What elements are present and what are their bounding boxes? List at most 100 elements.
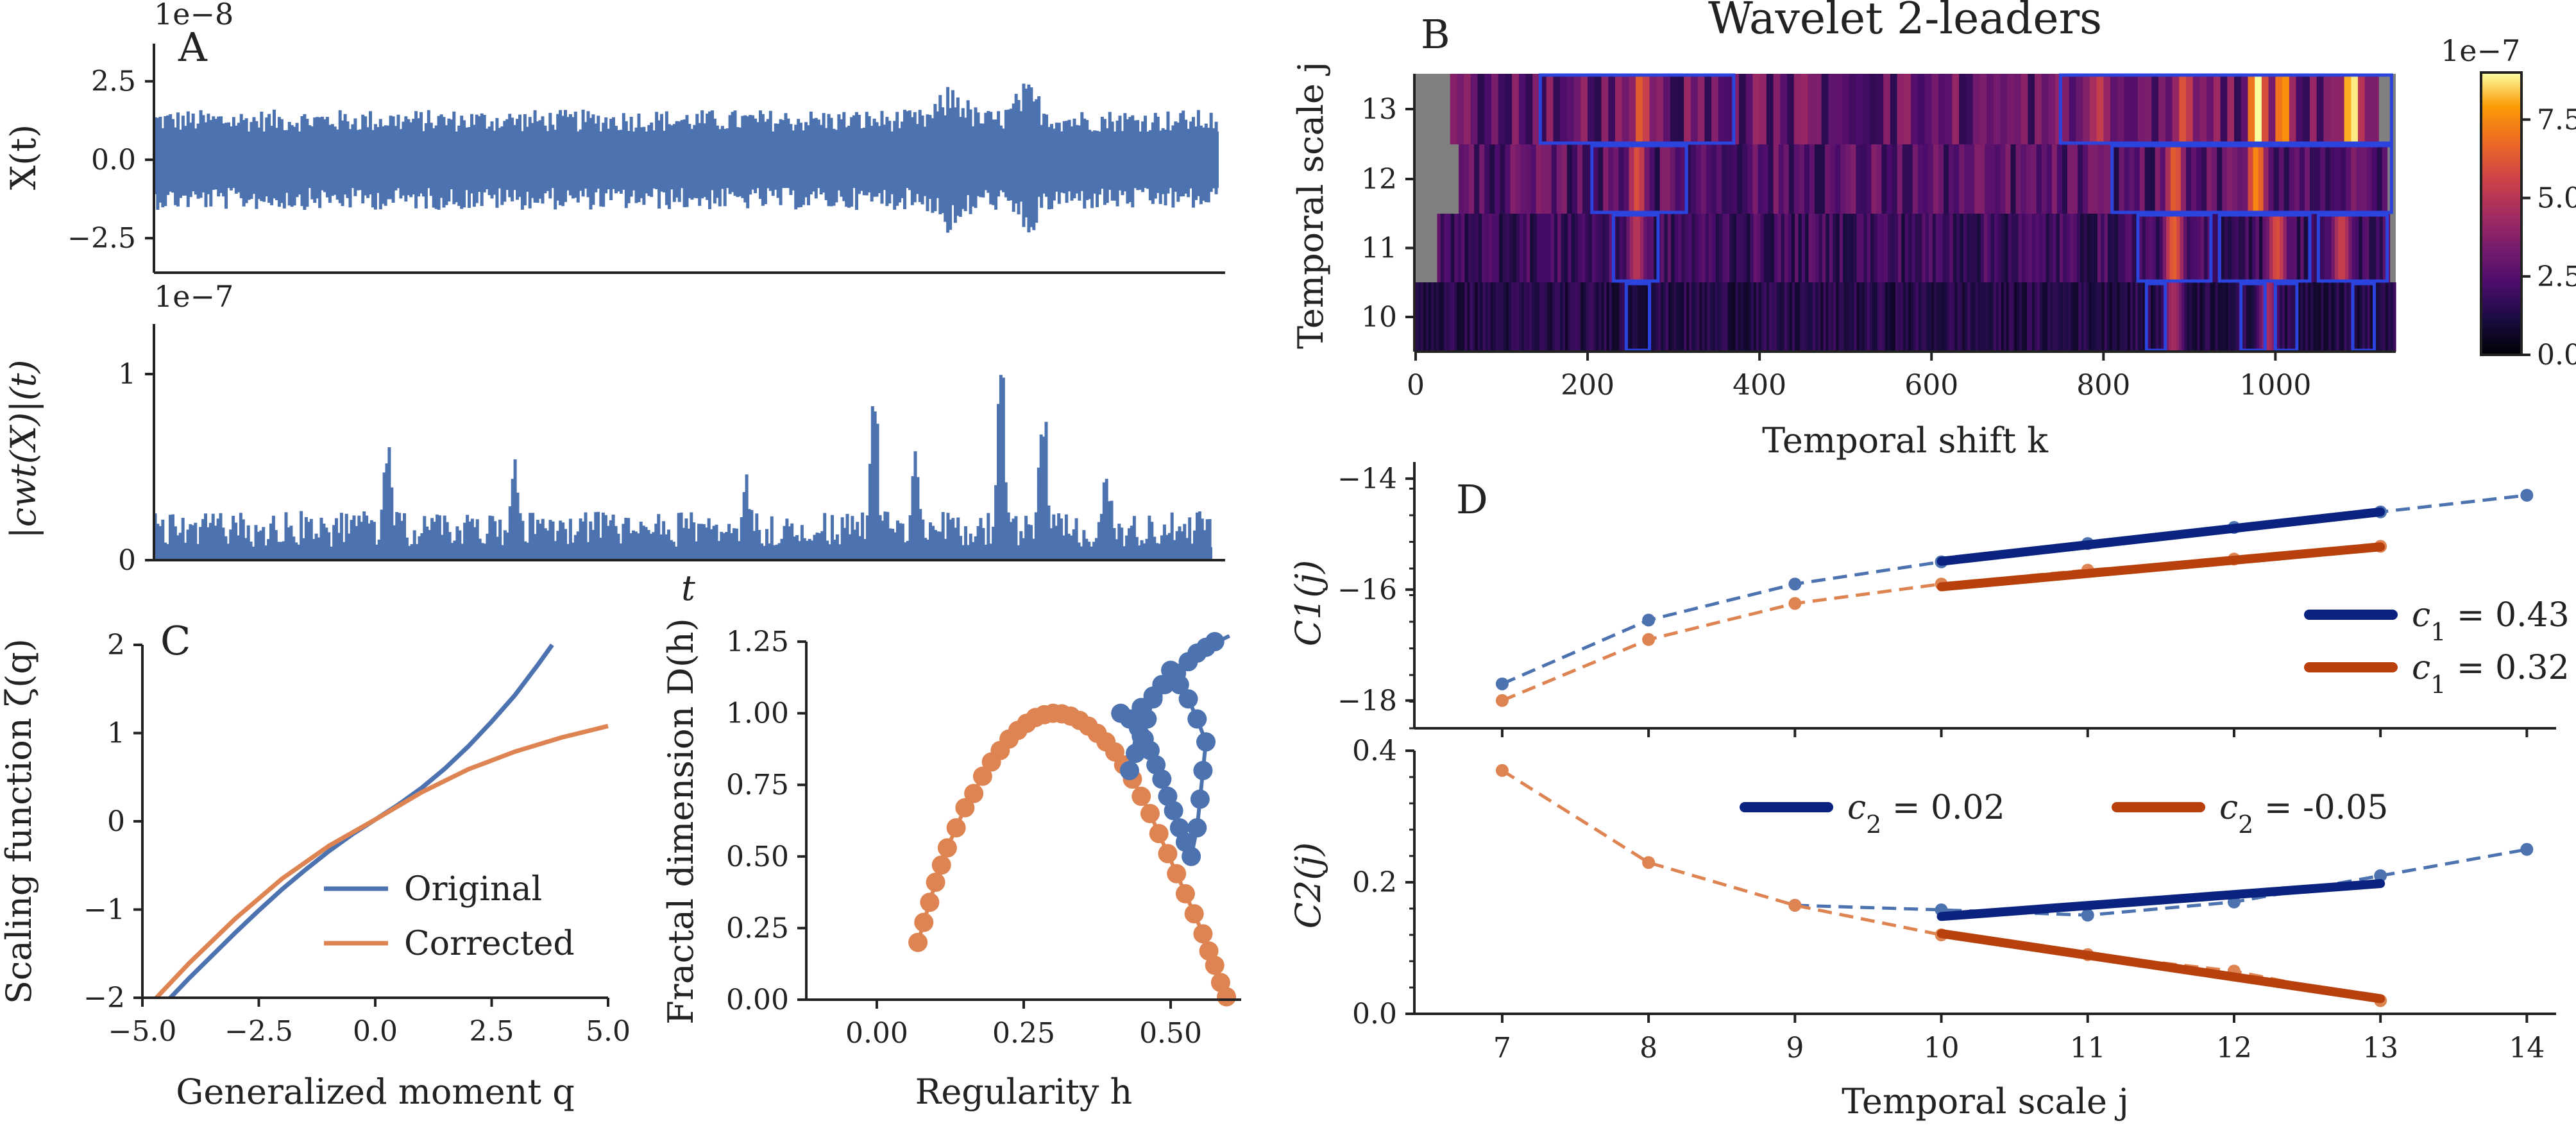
heatmap-cell xyxy=(2112,282,2115,352)
heatmap-cell xyxy=(2280,214,2284,282)
legend-label-original: Original xyxy=(404,870,542,909)
heatmap-cell xyxy=(2035,214,2040,282)
heatmap-cell xyxy=(1778,144,1784,214)
d-ytick-label: −14 xyxy=(1337,463,1397,495)
spectrum-ytick-label: 1.25 xyxy=(726,626,789,658)
heatmap-cell xyxy=(1543,214,1548,282)
heatmap-cell xyxy=(1732,74,1740,144)
heatmap-cell xyxy=(1555,282,1558,352)
heatmap-cell xyxy=(1924,282,1927,352)
d-xtick-label: 8 xyxy=(1640,1032,1657,1064)
spectrum-ytick-label: 1.00 xyxy=(726,697,789,730)
heatmap-cell xyxy=(1593,144,1598,214)
heatmap-cell xyxy=(1851,282,1855,352)
heatmap-cell xyxy=(2032,282,2035,352)
heatmap-cell xyxy=(2013,74,2022,144)
heatmap-cell xyxy=(1577,144,1583,214)
heatmap-cell xyxy=(1492,214,1496,282)
heatmap-cell xyxy=(1895,282,1899,352)
heatmap-cell xyxy=(1808,214,1813,282)
heatmap-cell xyxy=(1450,74,1457,144)
legend-label-corrected: Corrected xyxy=(404,925,575,963)
heatmap-cell xyxy=(2258,282,2262,352)
heatmap-cell xyxy=(1640,282,1643,352)
heatmap-cell xyxy=(1949,144,1954,214)
heatmap-cell xyxy=(1774,214,1778,282)
heatmap-cell xyxy=(1788,144,1795,214)
heatmap-cell xyxy=(1513,282,1517,352)
leader-boxes xyxy=(1538,73,2393,352)
heatmap-cell xyxy=(1563,282,1566,352)
heatmap-cell xyxy=(1459,282,1462,352)
heatmap-cell xyxy=(1767,214,1772,282)
c2-legend-original-label: c2 = 0.02 xyxy=(1847,789,2005,839)
heatmap-cell xyxy=(2377,282,2381,352)
spectrum-xtick-label: 0.25 xyxy=(992,1017,1055,1050)
heatmap-cell xyxy=(2062,74,2070,144)
heatmap-cell xyxy=(2093,144,2099,214)
heatmap-cell xyxy=(1763,282,1767,352)
heatmap-cell xyxy=(1780,74,1788,144)
heatmap-cell xyxy=(1842,74,1850,144)
heatmap-cell xyxy=(2192,74,2200,144)
leader-box xyxy=(1538,73,1736,145)
heatmap-cell xyxy=(1908,214,1912,282)
heatmap-cell xyxy=(1993,74,2001,144)
heatmap-cell xyxy=(1822,214,1826,282)
spectrum-point-original xyxy=(1178,689,1198,709)
heatmap-cell xyxy=(1572,144,1578,214)
c1-legend-corrected-label: c1 = 0.32 xyxy=(2412,649,2570,699)
heatmap-cell xyxy=(1851,144,1856,214)
heatmap-cell xyxy=(1871,144,1877,214)
heatmap-cell xyxy=(1867,214,1871,282)
heatmap-cell xyxy=(2213,74,2221,144)
heatmap-cell xyxy=(2129,144,2135,214)
heatmap-cell xyxy=(2339,282,2343,352)
heatmap-cell xyxy=(1799,144,1805,214)
heatmap-cell xyxy=(1828,282,1831,352)
heatmap-cell xyxy=(2232,144,2238,214)
heatmap-cell xyxy=(2101,282,2105,352)
heatmap-cell xyxy=(1902,282,1906,352)
heatmap-cell xyxy=(2180,144,2187,214)
heatmap-cell xyxy=(2214,214,2219,282)
heatmap-cell xyxy=(1718,74,1726,144)
heatmap-cell xyxy=(1508,282,1512,352)
heatmap-cell xyxy=(2321,282,2325,352)
spectrum-ytick-label: 0.00 xyxy=(726,984,789,1016)
heatmap-cell xyxy=(1954,144,1960,214)
heatmap-cell xyxy=(2367,282,2371,352)
heatmap-cell xyxy=(1877,214,1881,282)
heatmap-cell xyxy=(1867,282,1870,352)
heatmap-xtick-label: 1000 xyxy=(2239,369,2311,402)
heatmap-cell xyxy=(1444,282,1447,352)
heatmap-cell xyxy=(2001,214,2005,282)
heatmap-cell xyxy=(1593,282,1597,352)
heatmap-cell xyxy=(1523,214,1527,282)
heatmap-cell xyxy=(1902,144,1908,214)
heatmap-cell xyxy=(1725,214,1730,282)
heatmap-cell xyxy=(1444,214,1448,282)
panel-c: C −5.0 −2.5 0.0 2.5 5.0 −2 −1 0 1 2 Generalized m… xyxy=(0,617,1241,1112)
heatmap-cell xyxy=(2096,74,2104,144)
signal-ytick-label: 0.0 xyxy=(91,144,136,176)
heatmap-cell xyxy=(1929,282,1932,352)
heatmap-cell xyxy=(1861,282,1865,352)
heatmap-cell xyxy=(1536,144,1542,214)
heatmap-cell xyxy=(1516,282,1520,352)
spectrum-ytick-label: 0.50 xyxy=(726,841,789,873)
heatmap-cell xyxy=(2117,282,2121,352)
heatmap-cell xyxy=(2058,282,2061,352)
heatmap-cell xyxy=(1616,282,1620,352)
heatmap-cell xyxy=(2066,214,2071,282)
heatmap-cell xyxy=(1588,214,1593,282)
heatmap-cell xyxy=(1768,282,1772,352)
heatmap-cell xyxy=(2190,144,2197,214)
heatmap-cell xyxy=(2201,144,2207,214)
heatmap-cell xyxy=(1578,282,1581,352)
heatmap-cell xyxy=(1667,214,1672,282)
signal-ytick-label: 2.5 xyxy=(91,65,136,98)
heatmap-cell xyxy=(1547,214,1552,282)
heatmap-cell xyxy=(1614,282,1618,352)
heatmap-cell xyxy=(1735,282,1739,352)
